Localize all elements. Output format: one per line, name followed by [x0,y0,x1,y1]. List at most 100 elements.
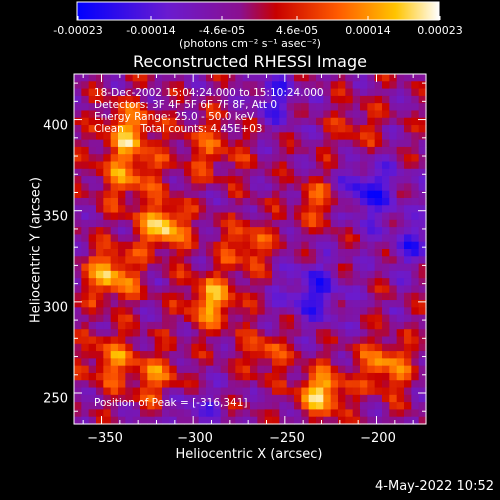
heatmap-cell [81,285,90,294]
heatmap-cell [191,402,200,411]
heatmap-cell [272,409,280,418]
heatmap-cell [396,205,405,214]
chart-title: Reconstructed RHESSI Image [133,52,367,71]
heatmap-cell [198,219,207,228]
heatmap-cell [374,161,383,170]
heatmap-cell [220,394,229,403]
heatmap-cell [308,103,317,112]
heatmap-cell [352,219,361,228]
heatmap-cell [404,168,412,177]
heatmap-cell [294,74,302,82]
heatmap-cell [396,190,405,199]
heatmap-cell [220,292,229,301]
heatmap-cell [191,314,200,323]
heatmap-cell [308,394,317,403]
heatmap-cell [294,278,302,287]
heatmap-cell [206,205,214,214]
heatmap-cell [96,212,104,221]
heatmap-cell [301,146,310,155]
heatmap-cell [103,292,112,301]
heatmap-cell [323,329,332,338]
heatmap-cell [404,81,412,90]
heatmap-cell [235,168,244,177]
heatmap-cell [118,74,126,82]
heatmap-cell [308,139,317,148]
heatmap-cell [404,321,412,330]
heatmap-cell [118,234,126,243]
heatmap-cell [301,234,310,243]
heatmap-cell [294,270,302,279]
heatmap-cell [169,219,178,228]
heatmap-cell [316,314,324,323]
heatmap-cell [316,416,324,425]
heatmap-cell [162,241,170,250]
heatmap-cell [367,365,376,374]
heatmap-cell [198,81,207,90]
heatmap-cell [396,168,405,177]
heatmap-cell [411,292,420,301]
heatmap-cell [242,358,251,367]
heatmap-cell [250,329,258,338]
heatmap-cell [374,117,383,126]
heatmap-cell [345,416,354,425]
heatmap-cell [264,241,273,250]
heatmap-cell [220,176,229,184]
heatmap-cell [404,110,412,119]
heatmap-cell [308,219,317,228]
heatmap-cell [374,154,383,163]
heatmap-cell [162,380,170,389]
heatmap-cell [279,372,288,381]
heatmap-cell [198,380,207,389]
heatmap-cell [396,125,405,133]
heatmap-cell [367,197,376,206]
heatmap-cell [338,409,346,418]
heatmap-cell [132,110,141,119]
heatmap-cell [110,219,119,228]
heatmap-cell [382,387,390,396]
heatmap-cell [96,197,104,206]
heatmap-cell [279,263,288,272]
heatmap-cell [198,88,207,97]
colorbar-tick-label: 0.00023 [417,24,463,37]
heatmap-cell [118,336,126,345]
heatmap-cell [110,380,119,389]
heatmap-cell [338,263,346,272]
heatmap-cell [242,372,251,381]
heatmap-cell [360,234,368,243]
heatmap-cell [235,314,244,323]
heatmap-cell [294,117,302,126]
heatmap-cell [198,256,207,265]
heatmap-cell [206,249,214,257]
heatmap-cell [272,183,280,192]
heatmap-cell [316,74,324,82]
heatmap-cell [184,212,192,221]
heatmap-cell [272,365,280,374]
heatmap-cell [374,110,383,119]
heatmap-cell [308,110,317,119]
heatmap-cell [118,278,126,287]
heatmap-cell [132,409,141,418]
heatmap-cell [374,394,383,403]
heatmap-cell [242,139,251,148]
heatmap-cell [411,409,420,418]
heatmap-cell [352,95,361,104]
heatmap-cell [250,139,258,148]
heatmap-cell [360,81,368,90]
heatmap-cell [198,212,207,221]
heatmap-cell [81,125,90,133]
heatmap-cell [176,183,185,192]
heatmap-cell [360,227,368,236]
heatmap-cell [74,372,82,381]
heatmap-cell [345,241,354,250]
heatmap-cell [198,278,207,287]
heatmap-cell [110,351,119,359]
heatmap-cell [352,154,361,163]
heatmap-cell [345,234,354,243]
heatmap-cell [389,132,398,141]
heatmap-cell [352,234,361,243]
heatmap-cell [382,321,390,330]
heatmap-cell [184,125,192,133]
heatmap-cell [147,212,156,221]
heatmap-cell [88,146,97,155]
heatmap-cell [220,270,229,279]
